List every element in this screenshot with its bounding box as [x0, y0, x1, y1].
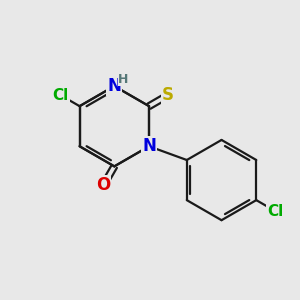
Text: S: S — [162, 86, 174, 104]
Text: N: N — [107, 77, 121, 95]
Text: H: H — [118, 73, 128, 86]
Text: N: N — [142, 137, 156, 155]
Text: O: O — [96, 176, 110, 194]
Text: Cl: Cl — [267, 204, 284, 219]
Text: Cl: Cl — [52, 88, 69, 103]
